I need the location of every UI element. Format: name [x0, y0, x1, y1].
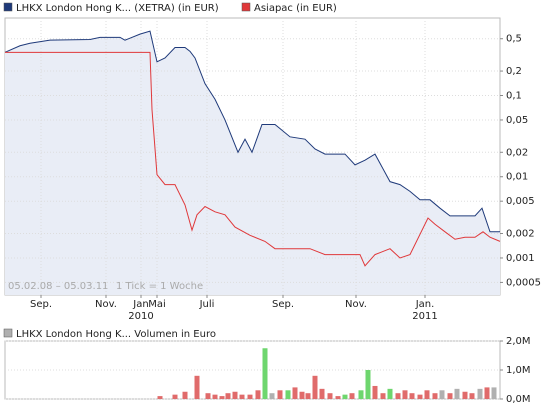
bar	[491, 387, 497, 399]
legend-label: LHKX London Hong K... Volumen in Euro	[16, 329, 216, 340]
bar	[402, 390, 408, 399]
bar	[225, 393, 231, 399]
bar	[319, 388, 325, 399]
bar	[417, 394, 423, 399]
bar	[194, 375, 200, 399]
bar	[335, 396, 341, 399]
x-tick-label: Jan.	[415, 299, 435, 310]
plot-area	[4, 340, 501, 400]
bar	[454, 388, 460, 399]
y-tick-label: 0,01	[506, 172, 528, 183]
bar	[469, 393, 475, 399]
bar	[409, 393, 415, 399]
y-tick-label: 0,1	[506, 91, 522, 102]
bar	[239, 394, 245, 399]
bar	[439, 390, 445, 399]
bar	[349, 393, 355, 399]
x-tick-label: Juli	[199, 299, 215, 310]
annotation: 1 Tick = 1 Woche	[116, 281, 203, 292]
bar	[432, 393, 438, 399]
y-tick-label: 0,0005	[506, 277, 541, 288]
year-label: 2010	[128, 311, 153, 322]
legend-swatch	[241, 2, 251, 12]
bar	[247, 394, 253, 399]
bar	[292, 387, 298, 399]
x-tick-label: Nov.	[95, 299, 117, 310]
bar	[477, 388, 483, 399]
x-tick-label: Mai	[148, 299, 166, 310]
legend-label: Asiapac (in EUR)	[254, 3, 337, 14]
bar	[327, 393, 333, 399]
line	[4, 30, 500, 233]
bar	[182, 391, 188, 399]
y-tick-label: 0,02	[506, 147, 528, 158]
y-tick-label: 0,5	[506, 34, 522, 45]
y-tick-label: 0,05	[506, 115, 528, 126]
annotation: 05.02.08 – 05.03.11	[8, 281, 108, 292]
bar	[462, 391, 468, 399]
bar	[305, 393, 311, 399]
x-tick-label: Jan	[132, 299, 148, 310]
y-tick-label: 0,001	[506, 253, 535, 264]
bar	[372, 385, 378, 399]
y-tick-label: 0,002	[506, 229, 535, 240]
bar	[172, 394, 178, 399]
x-tick-label: Nov.	[345, 299, 367, 310]
x-tick-label: Sep.	[30, 299, 52, 310]
bar	[342, 394, 348, 399]
bar	[380, 393, 386, 399]
line	[5, 51, 501, 267]
bar	[219, 396, 225, 399]
bar	[447, 393, 453, 399]
bar	[299, 391, 305, 399]
legend-swatch	[3, 2, 13, 12]
bar	[232, 391, 238, 399]
bar	[262, 348, 268, 399]
bar	[424, 390, 430, 399]
bar	[255, 390, 261, 399]
bar	[205, 393, 211, 399]
y-tick-label: 0,005	[506, 196, 535, 207]
bar	[358, 390, 364, 399]
bar	[365, 370, 371, 399]
bar	[484, 387, 490, 399]
bar	[312, 375, 318, 399]
bar	[387, 388, 393, 399]
y-tick-label: 1,0M	[506, 365, 531, 376]
y-tick-label: 0,2	[506, 66, 522, 77]
legend-swatch	[3, 328, 13, 338]
bar	[212, 394, 218, 399]
area	[5, 31, 500, 296]
y-tick-label: 0,0M	[506, 394, 531, 405]
bar	[285, 390, 291, 399]
bar	[395, 393, 401, 399]
y-tick-label: 2,0M	[506, 336, 531, 347]
bar	[157, 396, 163, 399]
bar	[277, 390, 283, 399]
year-label: 2011	[412, 311, 437, 322]
x-tick-label: Sep.	[272, 299, 294, 310]
legend-label: LHKX London Hong K... (XETRA) (in EUR)	[16, 3, 219, 14]
bar	[269, 393, 275, 399]
